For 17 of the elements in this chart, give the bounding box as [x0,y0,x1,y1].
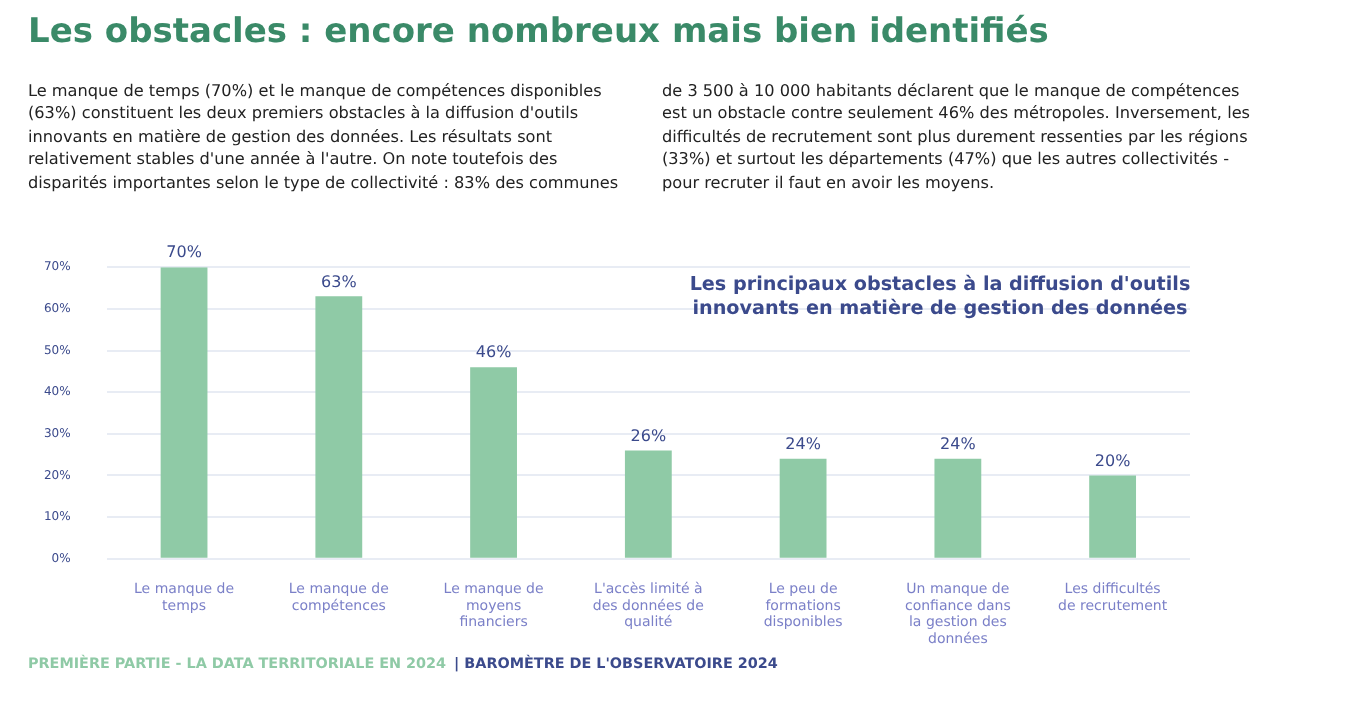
bar [934,458,982,558]
data-label: 26% [630,426,667,445]
bar [160,267,208,558]
data-label: 24% [785,434,822,453]
bar [315,296,363,558]
bar [779,458,827,558]
bar [1089,475,1137,558]
data-label: 46% [475,343,513,362]
data-label: 63% [321,272,358,291]
data-label: 24% [940,434,977,453]
annotation: Les principaux obstacles à la diffusion d'outils innovants en matière de gestion des données [687,274,1193,322]
chart-title: Les obstacles : encore nombreux mais bien identifiés [28,12,1049,52]
bar [470,367,517,558]
data-label: 20% [1094,451,1132,470]
data-label: 70% [166,243,203,262]
text: Le manque de temps (70%) et le manque de compétences disponibles (63%) constituent les deux premiers obstacles à la diffusion d'outils innovants en matière de gestion des données. Les résultats sont relativement stables d'une année à l'autre. On note toutefois des disparités importantes selon le type de collectivité : 83% des communes de 3 500 à 10 000 habitants déclarent que le manque de compétences est un obstacle contre seulement 46% des métropoles. Inversement, les difficultés de recrutement sont plus durement ressenties par les régions (33%) et surtout les départements (47%) que les autres collectivités - pour recruter il faut en avoir les moyens. [28,80,1251,192]
bar [624,450,672,558]
